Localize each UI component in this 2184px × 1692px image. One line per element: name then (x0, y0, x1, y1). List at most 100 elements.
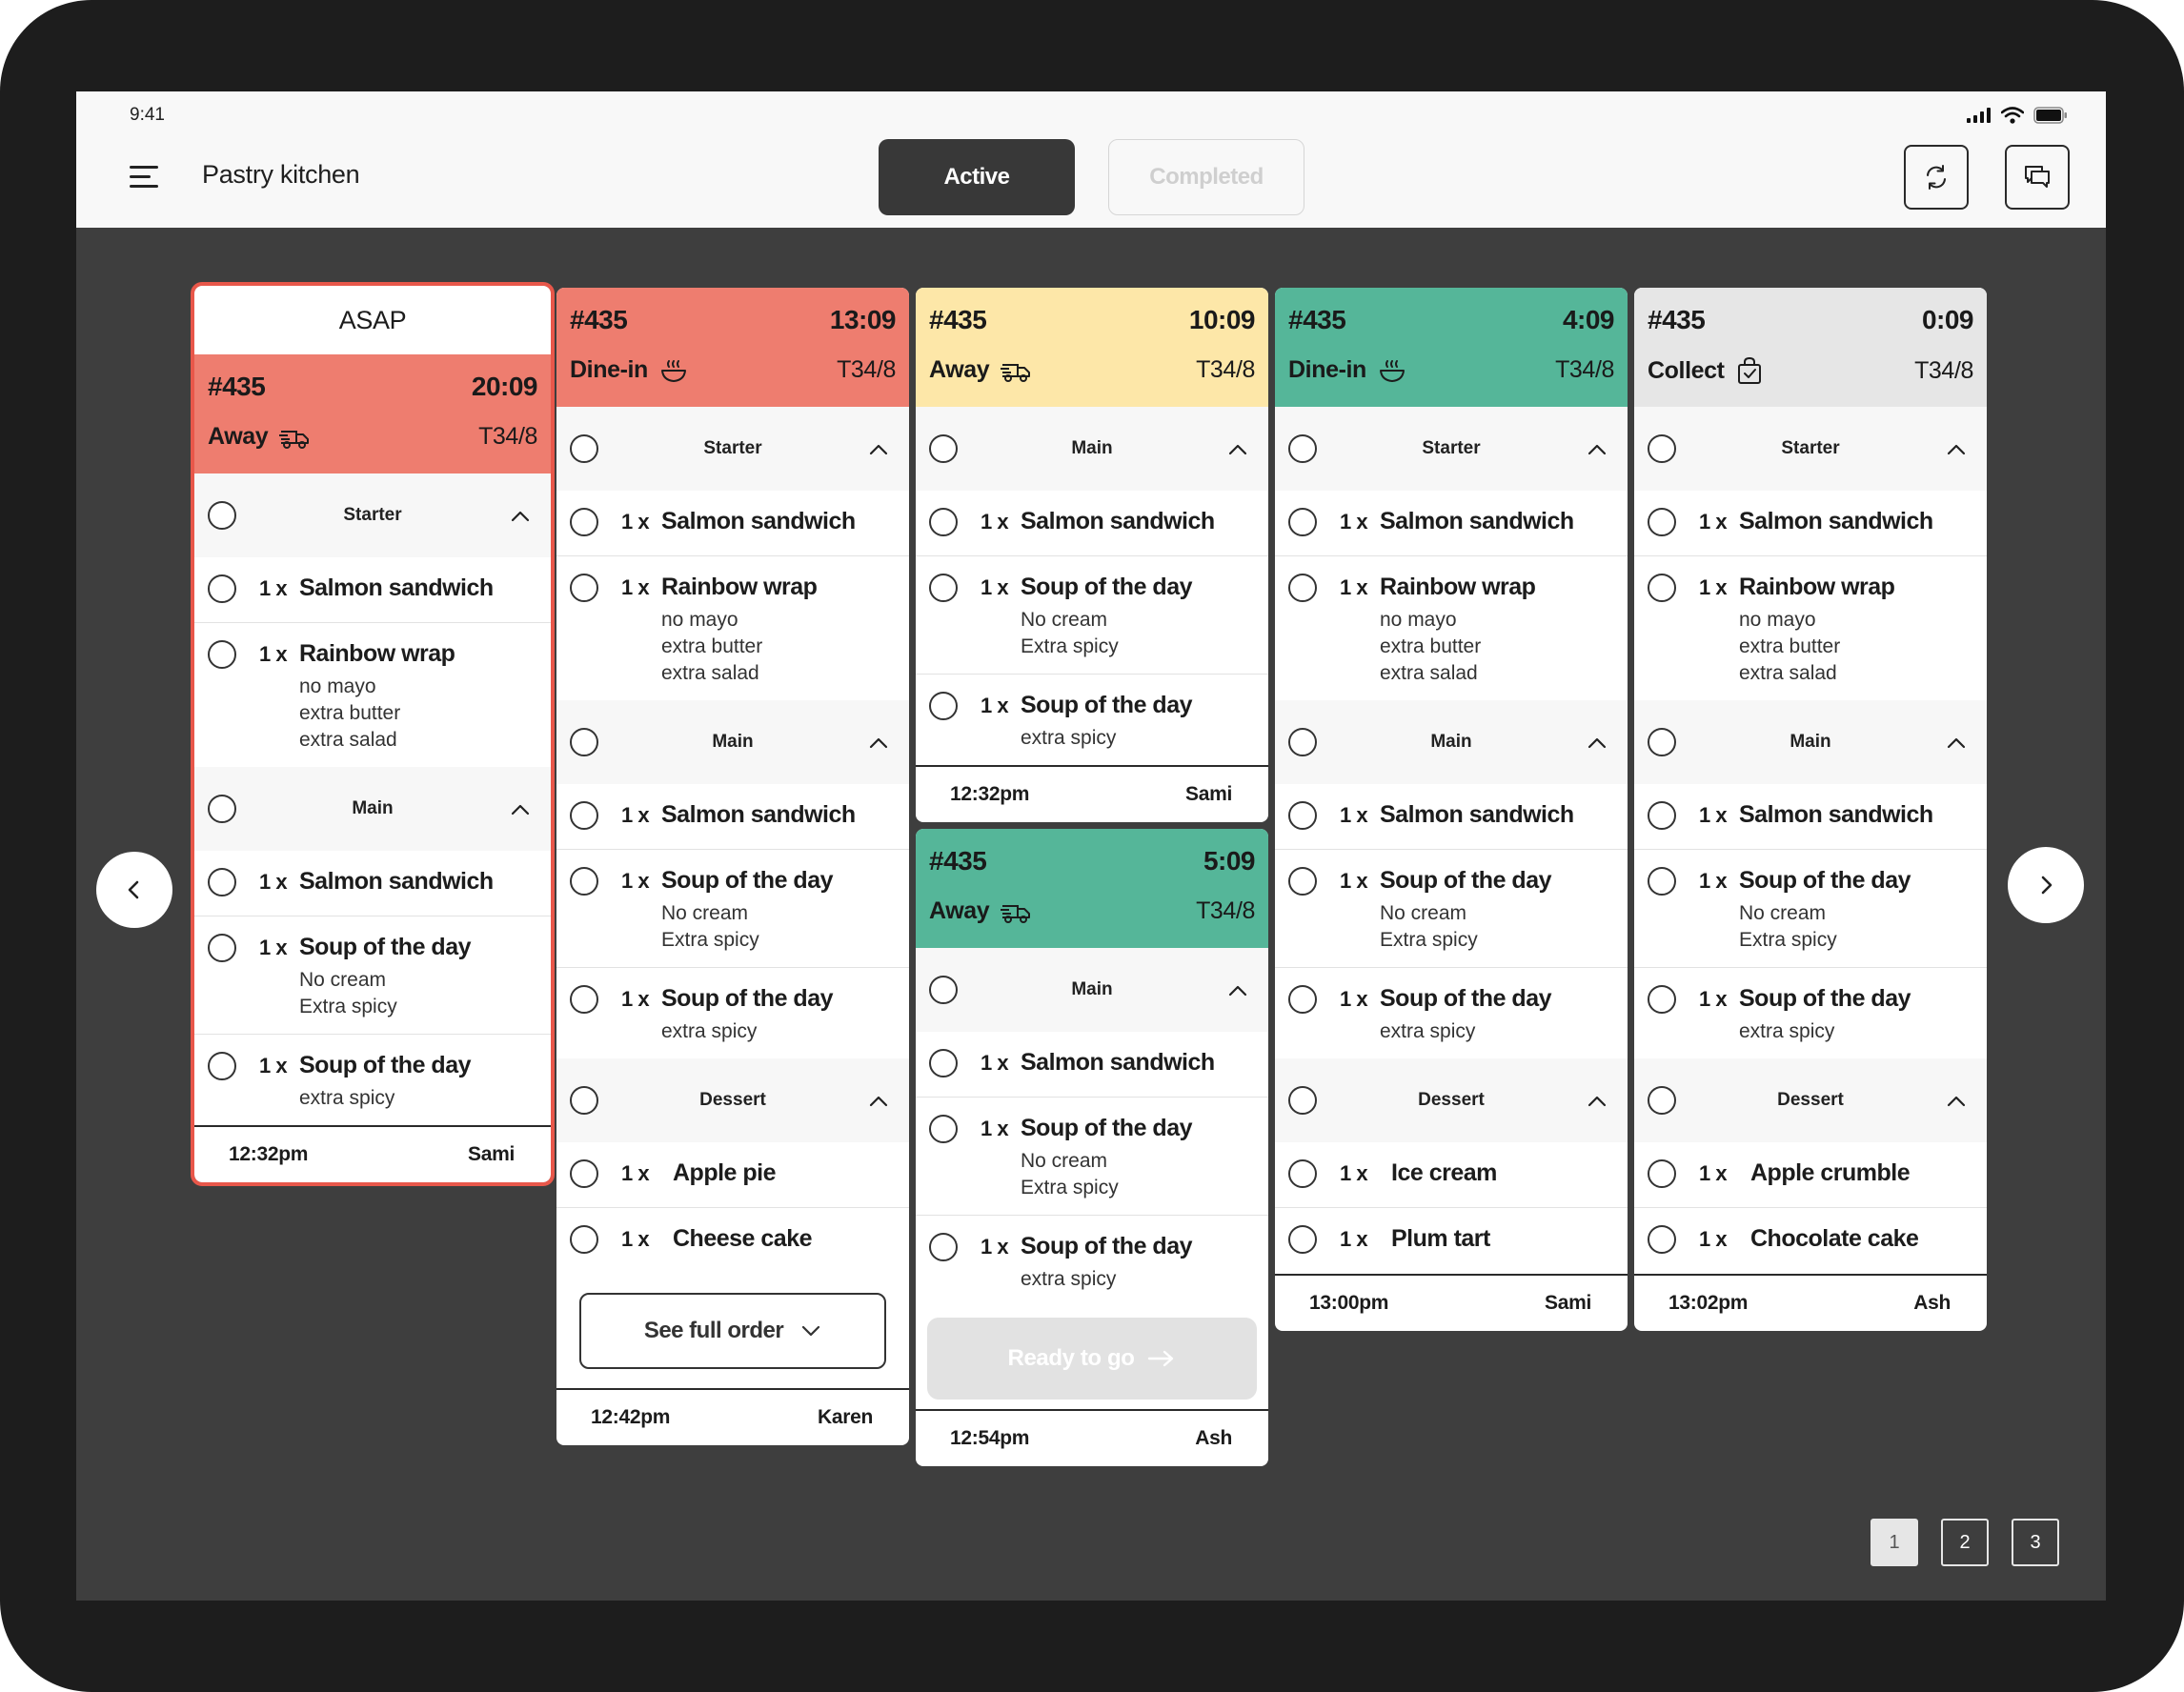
collapse-course-button[interactable] (1228, 441, 1247, 462)
collapse-course-button[interactable] (869, 735, 888, 755)
course-header[interactable]: Starter (1634, 407, 1987, 491)
item-checkbox[interactable] (1648, 508, 1676, 536)
item-checkbox[interactable] (1288, 574, 1317, 602)
page-button-2[interactable]: 2 (1941, 1519, 1989, 1566)
course-checkbox[interactable] (929, 976, 958, 1004)
list-item[interactable]: 1 x Soup of the day No cream Extra spicy (1634, 850, 1987, 968)
list-item[interactable]: 1 x Apple crumble (1634, 1142, 1987, 1208)
list-item[interactable]: 1 x Soup of the day extra spicy (916, 1216, 1268, 1306)
collapse-course-button[interactable] (1587, 735, 1607, 755)
item-checkbox[interactable] (1288, 801, 1317, 830)
list-item[interactable]: 1 x Soup of the day extra spicy (194, 1035, 551, 1125)
list-item[interactable]: 1 x Soup of the day extra spicy (1634, 968, 1987, 1058)
list-item[interactable]: 1 x Salmon sandwich (194, 851, 551, 916)
item-checkbox[interactable] (570, 801, 598, 830)
list-item[interactable]: 1 x Salmon sandwich (1634, 784, 1987, 850)
list-item[interactable]: 1 x Salmon sandwich (194, 557, 551, 623)
list-item[interactable]: 1 x Salmon sandwich (916, 1032, 1268, 1098)
list-item[interactable]: 1 x Salmon sandwich (556, 784, 909, 850)
item-checkbox[interactable] (1648, 985, 1676, 1014)
item-checkbox[interactable] (208, 574, 236, 603)
course-checkbox[interactable] (208, 501, 236, 530)
list-item[interactable]: 1 x Salmon sandwich (1634, 491, 1987, 556)
item-checkbox[interactable] (208, 934, 236, 962)
course-header[interactable]: Main (1275, 700, 1628, 784)
item-checkbox[interactable] (929, 692, 958, 720)
hamburger-menu-icon[interactable] (130, 166, 158, 189)
item-checkbox[interactable] (929, 1233, 958, 1261)
course-checkbox[interactable] (570, 1086, 598, 1115)
refresh-button[interactable] (1904, 145, 1969, 210)
item-checkbox[interactable] (1288, 1159, 1317, 1188)
page-button-3[interactable]: 3 (2012, 1519, 2059, 1566)
list-item[interactable]: 1 x Apple pie (556, 1142, 909, 1208)
course-header[interactable]: Main (194, 767, 551, 851)
list-item[interactable]: 1 x Soup of the day extra spicy (556, 968, 909, 1058)
course-checkbox[interactable] (929, 434, 958, 463)
item-checkbox[interactable] (570, 985, 598, 1014)
collapse-course-button[interactable] (1228, 982, 1247, 1003)
item-checkbox[interactable] (570, 867, 598, 896)
item-checkbox[interactable] (929, 1115, 958, 1143)
order-header[interactable]: #435 10:09 Away T34/8 (916, 288, 1268, 407)
item-checkbox[interactable] (929, 574, 958, 602)
course-checkbox[interactable] (1648, 434, 1676, 463)
item-checkbox[interactable] (1648, 867, 1676, 896)
item-checkbox[interactable] (1648, 1225, 1676, 1254)
course-header[interactable]: Starter (556, 407, 909, 491)
item-checkbox[interactable] (1648, 1159, 1676, 1188)
list-item[interactable]: 1 x Cheese cake (556, 1208, 909, 1274)
item-checkbox[interactable] (929, 1049, 958, 1078)
course-header[interactable]: Dessert (1275, 1058, 1628, 1142)
course-checkbox[interactable] (1288, 1086, 1317, 1115)
order-header[interactable]: #435 13:09 Dine-in T34/8 (556, 288, 909, 407)
see-full-order-button[interactable]: See full order (579, 1293, 886, 1369)
list-item[interactable]: 1 x Soup of the day No cream Extra spicy (556, 850, 909, 968)
list-item[interactable]: 1 x Ice cream (1275, 1142, 1628, 1208)
course-header[interactable]: Dessert (556, 1058, 909, 1142)
order-header[interactable]: #435 20:09 Away T34/8 (194, 354, 551, 473)
list-item[interactable]: 1 x Soup of the day extra spicy (1275, 968, 1628, 1058)
item-checkbox[interactable] (570, 1225, 598, 1254)
list-item[interactable]: 1 x Salmon sandwich (1275, 491, 1628, 556)
list-item[interactable]: 1 x Salmon sandwich (556, 491, 909, 556)
messages-button[interactable] (2005, 145, 2070, 210)
list-item[interactable]: 1 x Rainbow wrap no mayo extra butter extra … (1275, 556, 1628, 700)
collapse-course-button[interactable] (1587, 441, 1607, 462)
collapse-course-button[interactable] (1947, 735, 1966, 755)
order-header[interactable]: #435 5:09 Away T34/8 (916, 829, 1268, 948)
item-checkbox[interactable] (1288, 508, 1317, 536)
list-item[interactable]: 1 x Rainbow wrap no mayo extra butter extra … (1634, 556, 1987, 700)
course-header[interactable]: Main (916, 407, 1268, 491)
item-checkbox[interactable] (570, 574, 598, 602)
tab-active[interactable]: Active (879, 139, 1075, 215)
course-checkbox[interactable] (570, 728, 598, 756)
collapse-course-button[interactable] (1587, 1093, 1607, 1114)
ready-to-go-button[interactable]: Ready to go (927, 1318, 1257, 1400)
item-checkbox[interactable] (570, 508, 598, 536)
course-checkbox[interactable] (1288, 434, 1317, 463)
collapse-course-button[interactable] (511, 508, 530, 529)
item-checkbox[interactable] (1648, 574, 1676, 602)
list-item[interactable]: 1 x Chocolate cake (1634, 1208, 1987, 1274)
item-checkbox[interactable] (208, 1052, 236, 1080)
course-header[interactable]: Starter (194, 473, 551, 557)
course-checkbox[interactable] (1288, 728, 1317, 756)
collapse-course-button[interactable] (1947, 441, 1966, 462)
course-checkbox[interactable] (570, 434, 598, 463)
collapse-course-button[interactable] (869, 1093, 888, 1114)
list-item[interactable]: 1 x Salmon sandwich (1275, 784, 1628, 850)
page-button-1[interactable]: 1 (1871, 1519, 1918, 1566)
order-header[interactable]: #435 4:09 Dine-in T34/8 (1275, 288, 1628, 407)
list-item[interactable]: 1 x Soup of the day extra spicy (916, 675, 1268, 765)
item-checkbox[interactable] (929, 508, 958, 536)
item-checkbox[interactable] (208, 640, 236, 669)
list-item[interactable]: 1 x Soup of the day No cream Extra spicy (916, 1098, 1268, 1216)
list-item[interactable]: 1 x Plum tart (1275, 1208, 1628, 1274)
list-item[interactable]: 1 x Salmon sandwich (916, 491, 1268, 556)
course-header[interactable]: Dessert (1634, 1058, 1987, 1142)
collapse-course-button[interactable] (1947, 1093, 1966, 1114)
item-checkbox[interactable] (208, 868, 236, 896)
collapse-course-button[interactable] (511, 801, 530, 822)
order-header[interactable]: #435 0:09 Collect T34/8 (1634, 288, 1987, 407)
